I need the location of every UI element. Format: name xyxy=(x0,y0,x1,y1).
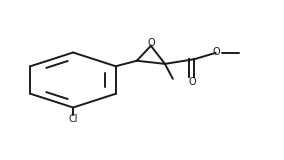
Text: O: O xyxy=(147,38,155,48)
Text: O: O xyxy=(188,77,196,87)
Text: O: O xyxy=(213,47,220,57)
Text: Cl: Cl xyxy=(68,114,78,124)
